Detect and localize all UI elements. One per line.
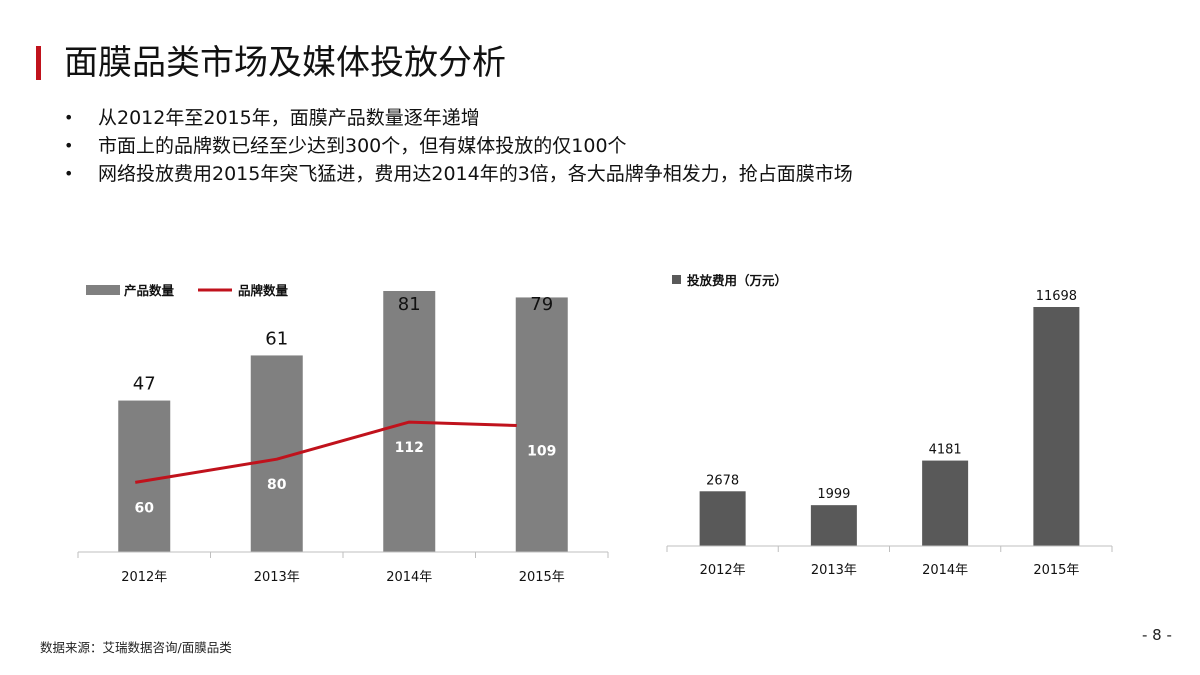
bullet-item: • 从2012年至2015年，面膜产品数量逐年递增: [62, 104, 853, 132]
line-value-label: 80: [267, 477, 287, 493]
x-tick-label: 2015年: [519, 570, 565, 585]
x-tick-label: 2013年: [811, 563, 857, 578]
x-tick-label: 2014年: [386, 570, 432, 585]
bullet-item: • 网络投放费用2015年突飞猛进，费用达2014年的3倍，各大品牌争相发力，抢占…: [62, 160, 853, 188]
bar-value-label: 4181: [929, 443, 962, 458]
bar-value-label: 81: [398, 294, 421, 315]
bar-ad-spend: [922, 460, 969, 546]
legend-bar-swatch: [672, 275, 681, 284]
bar-ad-spend: [699, 491, 746, 546]
x-tick-label: 2012年: [700, 563, 746, 578]
bullet-dot-icon: •: [64, 108, 74, 127]
bullet-text: 网络投放费用2015年突飞猛进，费用达2014年的3倍，各大品牌争相发力，抢占面…: [98, 163, 853, 185]
line-value-label: 60: [135, 500, 155, 516]
bar-ad-spend: [810, 505, 857, 546]
bar-value-label: 1999: [817, 487, 850, 502]
line-brand-count: [135, 420, 517, 484]
bullet-item: • 市面上的品牌数已经至少达到300个，但有媒体投放的仅100个: [62, 132, 853, 160]
legend-label: 品牌数量: [238, 283, 289, 298]
x-tick-label: 2014年: [922, 563, 968, 578]
bar-product-count: [118, 400, 171, 552]
x-tick-label: 2013年: [254, 570, 300, 585]
bullet-dot-icon: •: [64, 136, 74, 155]
bullet-dot-icon: •: [64, 164, 74, 183]
line-value-label: 109: [527, 444, 556, 460]
x-tick-label: 2015年: [1033, 563, 1079, 578]
bar-ad-spend: [1033, 307, 1080, 546]
bar-value-label: 47: [133, 374, 156, 395]
page-title: 面膜品类市场及媒体投放分析: [64, 43, 506, 83]
x-tick-label: 2012年: [121, 570, 167, 585]
line-value-label: 112: [395, 440, 424, 456]
bar-product-count: [515, 297, 568, 552]
bullet-text: 市面上的品牌数已经至少达到300个，但有媒体投放的仅100个: [98, 135, 627, 157]
bullet-text: 从2012年至2015年，面膜产品数量逐年递增: [98, 107, 480, 129]
data-source: 数据来源：艾瑞数据咨询/面膜品类: [40, 640, 232, 655]
bar-value-label: 2678: [706, 473, 739, 488]
bullet-list: • 从2012年至2015年，面膜产品数量逐年递增 • 市面上的品牌数已经至少达到3…: [62, 104, 853, 188]
title-accent-bar: [36, 46, 41, 80]
legend-bar-swatch: [86, 285, 120, 295]
bar-value-label: 11698: [1036, 289, 1077, 304]
legend-label: 产品数量: [124, 283, 175, 298]
bar-value-label: 79: [530, 294, 553, 315]
bar-value-label: 61: [265, 328, 288, 349]
page-number: - 8 -: [1142, 626, 1172, 644]
legend-label: 投放费用（万元）: [687, 273, 787, 288]
